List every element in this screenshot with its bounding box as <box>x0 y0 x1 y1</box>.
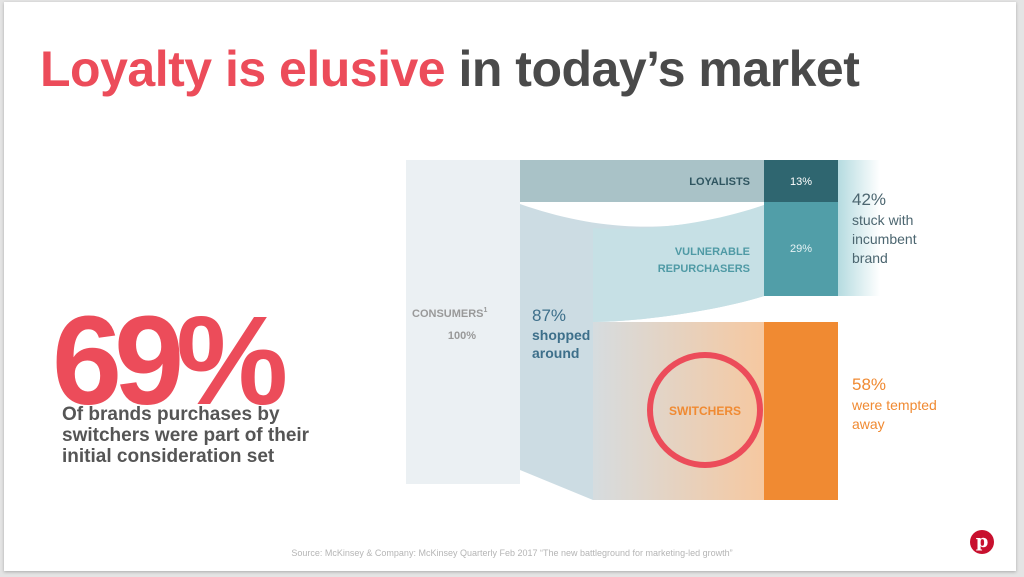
source-citation: Source: McKinsey & Company: McKinsey Qua… <box>291 548 733 558</box>
stuck-line1: stuck with <box>852 212 913 228</box>
tempted-line1: were tempted <box>851 397 937 413</box>
switchers-highlight-circle <box>647 352 763 468</box>
switchers-label: SWITCHERS <box>669 404 741 418</box>
vulnerable-line2: REPURCHASERS <box>658 263 750 275</box>
stuck-gradient <box>838 160 880 296</box>
vulnerable-value: 29% <box>790 243 812 255</box>
stat-description: Of brands purchases by switchers were pa… <box>62 404 310 467</box>
pinterest-icon: p <box>970 530 994 554</box>
loyalists-value: 13% <box>790 176 812 188</box>
vulnerable-line1: VULNERABLE <box>675 246 750 258</box>
page-title: Loyalty is elusive in today’s market <box>40 40 860 98</box>
title-highlight: Loyalty is elusive <box>40 41 446 97</box>
stat-value: 69% <box>52 290 288 431</box>
stuck-line3: brand <box>852 250 888 266</box>
consumers-value: 100% <box>448 330 476 342</box>
loyalists-band <box>520 160 764 202</box>
stuck-value: 42% <box>852 190 886 209</box>
shopped-value: 87% <box>532 306 566 325</box>
tempted-line2: away <box>852 416 885 432</box>
consumers-bar <box>406 160 520 484</box>
loyalists-label: LOYALISTS <box>689 176 750 188</box>
loyalists-bar <box>764 160 838 202</box>
switchers-bar <box>764 322 838 500</box>
title-rest: in today’s market <box>445 41 860 97</box>
switchers-band <box>593 322 764 500</box>
stuck-line2: incumbent <box>852 231 917 247</box>
shopped-line1: shopped <box>532 327 590 343</box>
vulnerable-bar <box>764 202 838 296</box>
tempted-value: 58% <box>852 375 886 394</box>
vulnerable-flow-band <box>593 205 764 322</box>
shopped-line2: around <box>532 345 579 361</box>
consumers-label: CONSUMERS1 <box>412 307 488 320</box>
